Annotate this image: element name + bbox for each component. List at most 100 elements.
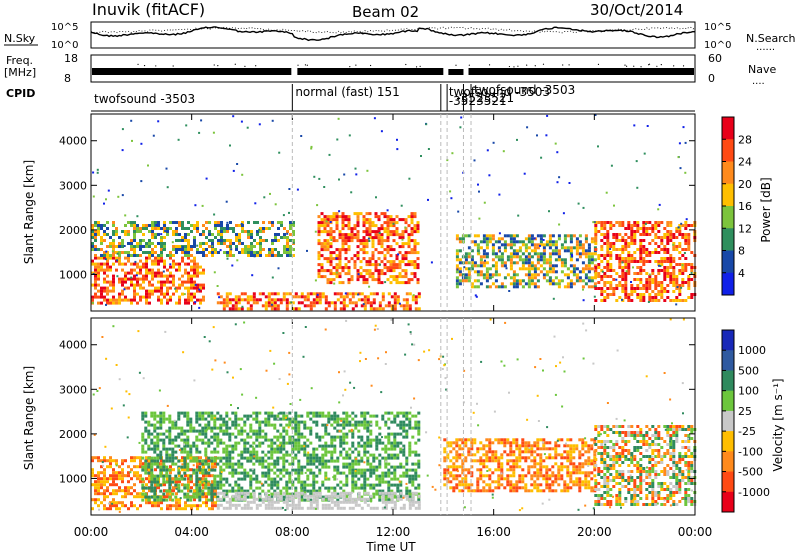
range-gate-cell [204,462,208,466]
range-gate-cell [330,441,334,445]
range-gate-cell [350,191,353,194]
range-gate-cell [402,435,406,439]
range-gate-cell [408,441,412,445]
range-gate-cell [178,504,181,508]
range-gate-cell [338,210,341,213]
range-gate-cell [195,480,199,484]
range-gate-cell [389,254,393,258]
range-gate-cell [475,295,478,298]
range-gate-cell [312,489,316,493]
range-gate-cell [354,474,358,478]
range-gate-cell [410,272,414,276]
range-gate-cell [169,251,172,254]
range-gate-cell [100,486,103,490]
range-gate-cell [315,506,319,510]
range-gate-cell [225,298,229,302]
range-gate-cell [145,242,148,245]
range-gate-cell [159,423,163,427]
range-gate-cell [183,495,187,499]
range-gate-cell [387,494,391,498]
range-gate-cell [216,441,220,445]
range-gate-cell [354,301,358,305]
range-gate-cell [315,489,319,493]
range-gate-cell [142,227,145,230]
range-gate-cell [276,468,280,472]
range-gate-cell [151,248,154,251]
range-gate-cell [229,239,232,242]
range-gate-cell [666,242,670,245]
range-gate-cell [270,492,274,496]
range-gate-cell [612,242,616,245]
range-gate-cell [144,459,148,463]
range-gate-cell [684,239,688,242]
range-gate-cell [165,480,169,484]
range-gate-cell [246,456,250,460]
range-gate-cell [330,491,334,495]
range-gate-cell [216,438,220,442]
range-gate-cell [566,276,570,280]
range-gate-cell [94,277,97,281]
range-gate-cell [321,414,325,418]
range-gate-cell [282,453,286,457]
range-gate-cell [231,444,235,448]
range-gate-cell [498,232,501,235]
range-gate-cell [273,414,277,418]
range-gate-cell [270,444,274,448]
range-gate-cell [213,414,217,418]
range-gate-cell [420,155,422,157]
range-gate-cell [148,230,151,233]
range-gate-cell [524,249,528,253]
range-gate-cell [97,489,100,493]
range-gate-cell [485,279,489,283]
range-gate-cell [690,266,694,269]
range-gate-cell [177,411,181,415]
range-gate-cell [357,450,361,454]
range-gate-cell [204,453,208,457]
range-gate-cell [174,450,178,454]
range-gate-cell [144,411,148,415]
range-gate-cell [94,271,97,275]
cpid-panel: CPID twofsound -3503 normal (fast) 151 two… [6,83,695,112]
range-gate-cell [488,234,492,238]
range-gate-cell [100,224,103,227]
range-gate-cell [600,233,604,236]
range-gate-cell [258,494,262,498]
range-gate-cell [309,301,313,305]
range-gate-cell [321,480,325,484]
range-gate-cell [606,281,610,284]
range-gate-cell [414,295,418,299]
range-gate-cell [235,239,238,242]
range-gate-cell [193,295,196,299]
range-gate-cell [663,245,667,248]
range-gate-cell [94,489,97,493]
range-gate-cell [365,263,369,267]
power-colorbar-swatch [722,228,734,251]
range-gate-cell [315,491,319,495]
range-gate-cell [360,411,364,415]
range-gate-cell [344,257,348,261]
range-gate-cell [294,447,298,451]
range-gate-cell [283,251,286,254]
range-gate-cell [368,263,372,267]
range-gate-cell [615,278,618,281]
range-gate-cell [505,267,508,270]
range-gate-cell [202,248,205,251]
range-gate-cell [195,411,199,415]
range-gate-cell [229,251,232,254]
range-gate-cell [195,438,199,442]
power-colorbar-swatch [722,117,734,140]
range-gate-cell [186,486,190,490]
range-gate-cell [401,275,405,279]
range-gate-cell [277,239,280,242]
range-gate-cell [348,292,352,296]
range-gate-cell [136,471,139,475]
range-gate-cell [279,301,283,305]
range-gate-cell [536,134,538,137]
range-gate-cell [94,233,97,236]
range-gate-cell [250,254,253,257]
range-gate-cell [526,126,529,129]
range-gate-cell [375,435,379,439]
range-gate-cell [393,471,397,475]
range-gate-cell [252,450,256,454]
range-gate-cell [669,257,673,260]
